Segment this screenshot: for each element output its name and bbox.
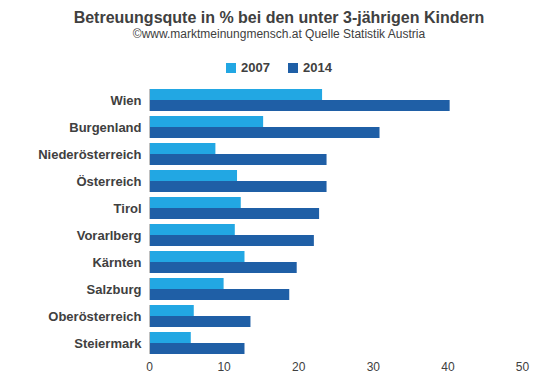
svg-text:Salzburg: Salzburg (87, 282, 142, 297)
svg-text:20: 20 (292, 360, 306, 374)
html-text:©www.marktmeinungmensch.at Que: ©www.marktmeinungmensch.at Quelle Statis… (132, 27, 426, 41)
svg-text:Tirol: Tirol (114, 201, 142, 216)
svg-text:0: 0 (146, 360, 153, 374)
html-text:2014: 2014 (303, 60, 332, 75)
svg-text:Vorarlberg: Vorarlberg (77, 228, 142, 243)
svg-text:Burgenland: Burgenland (69, 120, 141, 135)
html-text:2007: 2007 (241, 60, 270, 75)
svg-text:Wien: Wien (111, 93, 142, 108)
svg-text:Kärnten: Kärnten (92, 255, 141, 270)
svg-text:40: 40 (441, 360, 455, 374)
svg-text:Oberösterreich: Oberösterreich (48, 309, 141, 324)
html-text:Betreuungsqute in % bei den un: Betreuungsqute in % bei den unter 3-jähr… (73, 9, 485, 26)
svg-text:50: 50 (516, 360, 530, 374)
svg-text:30: 30 (367, 360, 381, 374)
svg-text:Niederösterreich: Niederösterreich (38, 147, 141, 162)
svg-text:Steiermark: Steiermark (74, 336, 142, 351)
svg-text:Österreich: Österreich (76, 174, 141, 189)
svg-text:10: 10 (217, 360, 231, 374)
